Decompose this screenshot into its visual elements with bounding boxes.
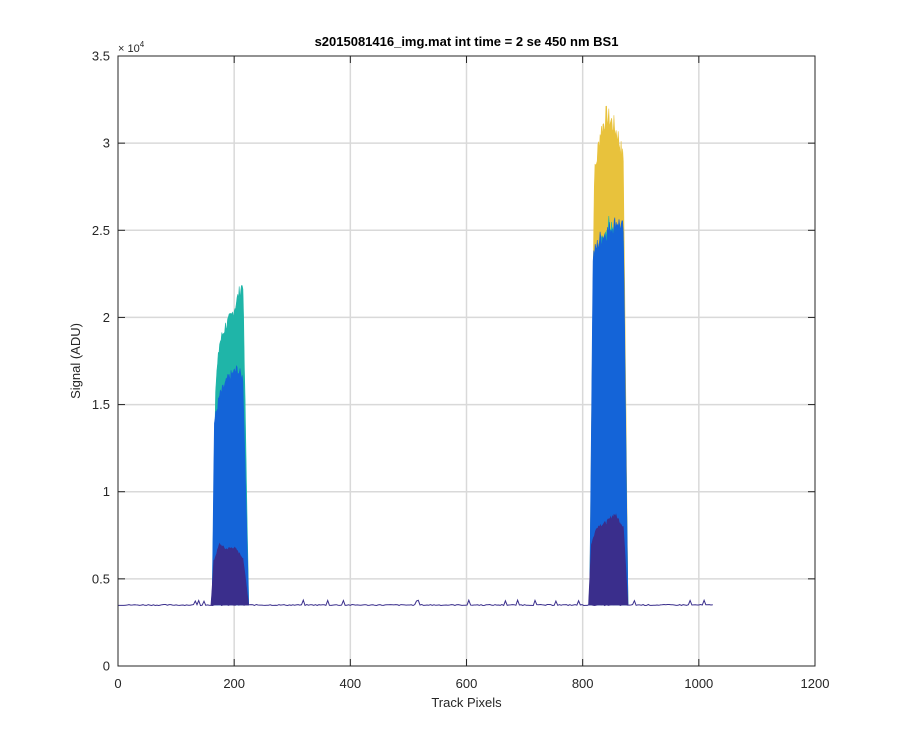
series-layer (118, 105, 713, 607)
y-axis-label: Signal (ADU) (68, 323, 83, 399)
series-3-peak-1 (588, 513, 629, 606)
y-tick-label: 3.5 (92, 49, 110, 64)
x-tick-label: 200 (223, 676, 245, 691)
y-axis-exponent: × 104 (118, 40, 145, 55)
x-tick-label: 1000 (684, 676, 713, 691)
x-tick-label: 0 (114, 676, 121, 691)
y-axis-exponent-base: × 10 (118, 43, 140, 55)
chart-title: s2015081416_img.mat int time = 2 se 450 … (315, 34, 619, 49)
y-tick-label: 1 (103, 484, 110, 499)
y-tick-label: 2.5 (92, 223, 110, 238)
x-tick-label: 600 (456, 676, 478, 691)
series-3-peak-0 (210, 542, 250, 606)
y-tick-label: 3 (103, 136, 110, 151)
x-tick-label: 1200 (801, 676, 830, 691)
y-axis-exponent-power: 4 (140, 40, 145, 49)
baseline-signal-line (118, 598, 713, 607)
series-2-peak-1 (589, 217, 629, 606)
y-tick-label: 0.5 (92, 571, 110, 586)
ticks: 0 200 400 600 800 1000 1200 0 0.5 1 1.5 2 2.5 3 3.5 (92, 49, 830, 692)
x-tick-label: 800 (572, 676, 594, 691)
plot-area: 0 200 400 600 800 1000 1200 0 0.5 1 1.5 2 2.5 3 3.5 (92, 49, 830, 692)
x-axis-label: Track Pixels (431, 695, 502, 710)
x-tick-label: 400 (339, 676, 361, 691)
y-tick-label: 0 (103, 659, 110, 674)
y-tick-label: 2 (103, 310, 110, 325)
y-tick-label: 1.5 (92, 397, 110, 412)
